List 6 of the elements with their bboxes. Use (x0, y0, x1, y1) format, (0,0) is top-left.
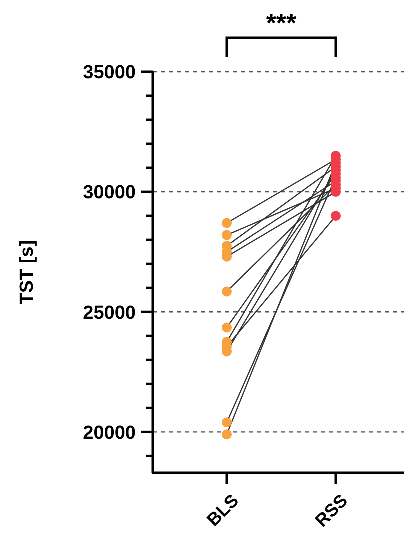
y-tick-label: 25000 (83, 302, 136, 324)
y-tick-label: 30000 (83, 182, 136, 204)
text: *** (266, 8, 298, 38)
y-tick-label: 20000 (83, 422, 136, 444)
y-axis-title: TST [s] (17, 240, 38, 305)
y-tick-label: 35000 (83, 62, 136, 84)
